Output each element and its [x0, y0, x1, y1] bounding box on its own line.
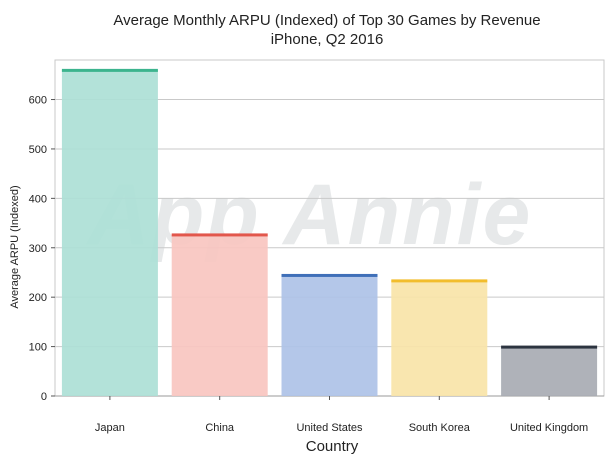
chart-subtitle: iPhone, Q2 2016 [271, 31, 384, 48]
bar-top-line [171, 233, 268, 237]
bar-united-states [281, 274, 378, 396]
y-tick-labels: 0 100 200 300 400 500 600 [29, 95, 55, 403]
bar-top-line [281, 273, 378, 277]
bar-south-korea [391, 280, 488, 396]
x-tick-label: Japan [95, 422, 125, 434]
x-tick-label: South Korea [409, 422, 471, 434]
watermark-text: App Annie [86, 167, 533, 263]
x-tick-label: United States [296, 422, 363, 434]
y-tick-label: 400 [29, 193, 47, 205]
y-tick-label: 100 [29, 342, 47, 354]
y-tick-label: 300 [29, 243, 47, 255]
x-tick-labels: Japan China United States South Korea United… [95, 396, 588, 434]
bar-top-line [501, 345, 598, 349]
y-tick-label: 200 [29, 292, 47, 304]
y-axis-title: Average ARPU (Indexed) [9, 185, 21, 308]
bar-top-line [61, 68, 158, 72]
y-tick-label: 500 [29, 144, 47, 156]
bar-top-line [391, 279, 488, 283]
bar-china [171, 234, 268, 396]
bars [61, 68, 598, 396]
bar-united-kingdom [501, 346, 598, 396]
y-tick-label: 0 [41, 391, 47, 403]
x-axis-title: Country [306, 438, 359, 455]
x-tick-label: China [205, 422, 235, 434]
chart-title: Average Monthly ARPU (Indexed) of Top 30… [113, 12, 540, 29]
bar-japan [61, 69, 158, 396]
y-tick-label: 600 [29, 95, 47, 107]
x-tick-label: United Kingdom [510, 422, 588, 434]
